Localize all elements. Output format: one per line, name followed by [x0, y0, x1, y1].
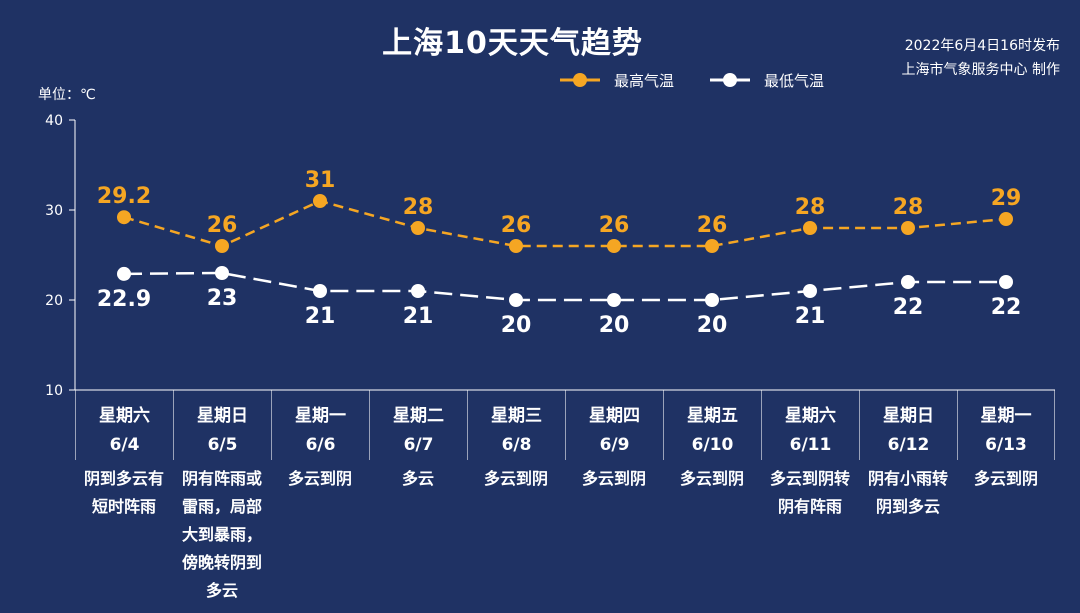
data-point — [509, 239, 523, 253]
weekday-label: 星期日 — [197, 406, 248, 426]
weekday-label: 星期六 — [785, 406, 836, 426]
chart-title: 上海10天天气趋势 — [382, 26, 643, 61]
data-label: 29 — [991, 186, 1022, 211]
y-tick-label: 20 — [45, 293, 63, 309]
data-point — [999, 275, 1013, 289]
weather-row: 阴到多云有短时阵雨 阴有阵雨或雷雨，局部大到暴雨，傍晚转阴到多云 多云到阴 多云 多云到… — [75, 465, 1055, 605]
weather-description: 阴有阵雨或雷雨，局部大到暴雨，傍晚转阴到多云 — [181, 469, 262, 600]
y-tick-label: 30 — [45, 203, 63, 219]
weekday-label: 星期四 — [589, 406, 640, 426]
data-label: 20 — [501, 313, 532, 338]
weather-description: 多云到阴 — [679, 469, 744, 488]
data-label: 28 — [893, 195, 924, 220]
date-label: 6/10 — [691, 435, 734, 455]
legend-label: 最低气温 — [764, 72, 824, 90]
date-label: 6/8 — [501, 435, 532, 455]
weather-description: 多云到阴 — [581, 469, 646, 488]
data-label: 20 — [599, 313, 630, 338]
weather-description: 多云 — [401, 469, 434, 488]
data-point — [999, 212, 1013, 226]
day-column: 星期五 6/10 — [663, 390, 761, 460]
data-point — [313, 194, 327, 208]
series-line — [123, 199, 1007, 248]
legend-marker — [723, 73, 737, 87]
data-label: 21 — [305, 304, 336, 329]
date-label: 6/13 — [985, 435, 1027, 455]
data-point — [705, 239, 719, 253]
data-point — [901, 221, 915, 235]
publisher: 上海市气象服务中心 制作 — [901, 62, 1060, 78]
data-label: 26 — [697, 213, 728, 238]
weather-description: 阴有小雨转阴到多云 — [867, 469, 948, 516]
weekday-label: 星期一 — [980, 406, 1032, 426]
data-point — [411, 221, 425, 235]
data-label: 20 — [697, 313, 728, 338]
data-point — [411, 284, 425, 298]
day-column: 星期三 6/8 — [467, 390, 565, 460]
legend-marker — [573, 73, 587, 87]
legend-label: 最高气温 — [614, 72, 674, 90]
data-label: 22.9 — [97, 287, 151, 312]
data-label: 22 — [991, 295, 1022, 320]
publish-info: 2022年6月4日16时发布 上海市气象服务中心 制作 — [902, 34, 1060, 82]
data-point — [117, 210, 131, 225]
data-label: 21 — [795, 304, 826, 329]
data-point — [607, 239, 621, 253]
data-label: 23 — [207, 286, 238, 311]
data-point — [215, 239, 229, 253]
date-label: 6/7 — [403, 435, 434, 455]
day-column: 星期六 6/11 — [761, 390, 859, 460]
data-label: 29.2 — [97, 184, 151, 209]
data-point — [215, 266, 229, 280]
weekday-label: 星期二 — [393, 406, 444, 426]
date-label: 6/12 — [887, 435, 930, 455]
weather-description: 多云到阴转阴有阵雨 — [769, 469, 850, 516]
data-point — [607, 293, 621, 307]
day-column: 星期六 6/4 — [75, 390, 173, 460]
weather-description: 多云到阴 — [973, 469, 1038, 488]
data-point — [803, 284, 817, 298]
data-label: 31 — [305, 168, 336, 193]
data-label: 28 — [403, 195, 434, 220]
date-label: 6/11 — [789, 435, 832, 455]
data-label: 26 — [599, 213, 630, 238]
data-point — [705, 293, 719, 307]
data-point — [117, 266, 131, 281]
data-label: 22 — [893, 295, 924, 320]
date-label: 6/4 — [109, 435, 140, 455]
weekday-label: 星期六 — [99, 406, 150, 426]
series-line — [123, 271, 1006, 302]
data-point — [803, 221, 817, 235]
y-axis-label: 单位：℃ — [38, 87, 96, 103]
weather-description: 多云到阴 — [483, 469, 548, 488]
y-tick-label: 10 — [45, 383, 63, 399]
day-column: 星期日 6/5 — [173, 390, 271, 460]
data-point — [313, 284, 327, 298]
data-label: 21 — [403, 304, 434, 329]
date-label: 6/5 — [207, 435, 238, 455]
data-label: 26 — [501, 213, 532, 238]
data-label: 28 — [795, 195, 826, 220]
weekday-label: 星期五 — [687, 406, 738, 426]
date-label: 6/9 — [599, 435, 630, 455]
day-column: 星期一 6/13 — [957, 390, 1055, 460]
data-label: 26 — [207, 213, 238, 238]
publish-time: 2022年6月4日16时发布 — [904, 38, 1060, 54]
day-column: 星期日 6/12 — [859, 390, 957, 460]
weather-description: 阴到多云有短时阵雨 — [83, 469, 164, 516]
day-column: 星期四 6/9 — [565, 390, 663, 460]
weekday-label: 星期日 — [883, 406, 934, 426]
weekday-label: 星期三 — [491, 406, 542, 426]
weekday-label: 星期一 — [295, 406, 346, 426]
data-point — [901, 275, 915, 289]
y-tick-label: 40 — [45, 113, 63, 129]
day-column: 星期二 6/7 — [369, 390, 467, 460]
date-label: 6/6 — [305, 435, 336, 455]
weather-description: 多云到阴 — [287, 469, 352, 488]
data-point — [509, 293, 523, 307]
day-column: 星期一 6/6 — [271, 390, 369, 460]
day-row: 星期六 6/4 星期日 6/5 星期一 6/6 星期二 6/7 星期三 6/8 星期四 6/9 星期五 6… — [75, 390, 1055, 460]
